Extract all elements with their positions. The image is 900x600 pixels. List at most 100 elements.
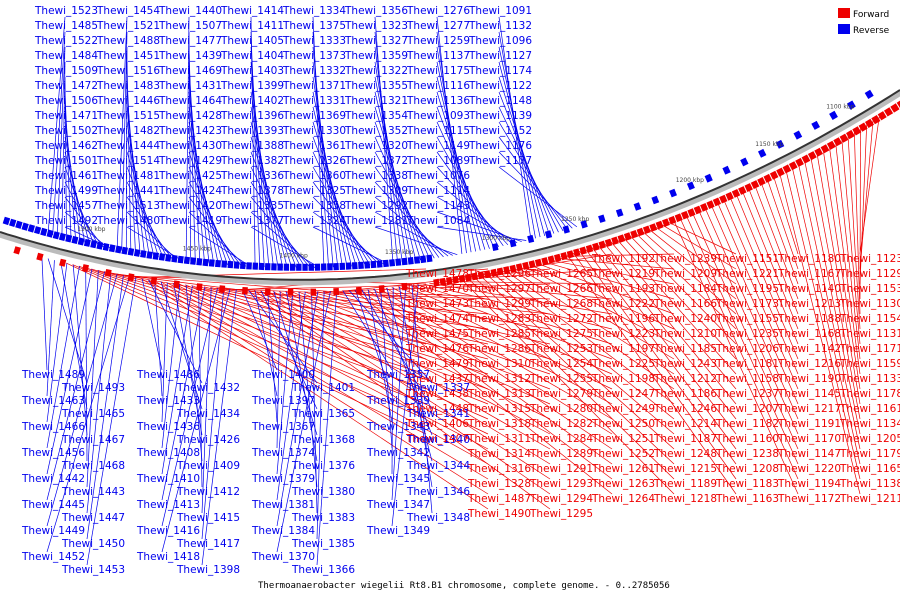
gene-label-thewi_1272[interactable]: Thewi_1272	[529, 313, 593, 325]
gene-label-thewi_1514[interactable]: Thewi_1514	[96, 155, 160, 167]
gene-label-thewi_1276[interactable]: Thewi_1276	[406, 5, 470, 17]
gene-label-thewi_1468[interactable]: Thewi_1468	[61, 460, 125, 472]
gene-label-thewi_1254[interactable]: Thewi_1254	[529, 358, 593, 370]
gene-label-thewi_1084[interactable]: Thewi_1084	[406, 215, 470, 227]
gene-label-thewi_1361[interactable]: Thewi_1361	[282, 140, 346, 152]
gene-label-thewi_1416[interactable]: Thewi_1416	[136, 525, 200, 537]
gene-label-thewi_1096[interactable]: Thewi_1096	[468, 35, 532, 47]
gene-label-thewi_1132[interactable]: Thewi_1132	[468, 20, 532, 32]
gene-label-thewi_1506[interactable]: Thewi_1506	[34, 95, 98, 107]
gene-label-thewi_1255[interactable]: Thewi_1255	[529, 373, 593, 385]
gene-label-thewi_1159[interactable]: Thewi_1159	[839, 358, 900, 370]
gene-label-thewi_1366[interactable]: Thewi_1366	[291, 564, 355, 576]
gene-label-thewi_1275[interactable]: Thewi_1275	[529, 328, 593, 340]
gene-label-thewi_1264[interactable]: Thewi_1264	[591, 493, 655, 505]
gene-label-thewi_1444[interactable]: Thewi_1444	[96, 140, 160, 152]
gene-label-thewi_1324[interactable]: Thewi_1324	[282, 215, 346, 227]
gene-label-thewi_1411[interactable]: Thewi_1411	[220, 20, 284, 32]
gene-label-thewi_1294[interactable]: Thewi_1294	[529, 493, 593, 505]
gene-label-thewi_1475[interactable]: Thewi_1475	[405, 328, 469, 340]
gene-label-thewi_1310[interactable]: Thewi_1310	[467, 358, 531, 370]
gene-label-thewi_1449[interactable]: Thewi_1449	[21, 525, 85, 537]
gene-label-thewi_1327[interactable]: Thewi_1327	[344, 35, 408, 47]
gene-label-thewi_1172[interactable]: Thewi_1172	[777, 493, 841, 505]
gene-label-thewi_1470[interactable]: Thewi_1470	[405, 283, 469, 295]
gene-label-thewi_1368[interactable]: Thewi_1368	[291, 434, 355, 446]
gene-label-thewi_1174[interactable]: Thewi_1174	[468, 65, 532, 77]
gene-label-thewi_1402[interactable]: Thewi_1402	[220, 95, 284, 107]
gene-label-thewi_1225[interactable]: Thewi_1225	[591, 358, 655, 370]
gene-label-thewi_1476[interactable]: Thewi_1476	[405, 343, 469, 355]
gene-label-thewi_1382[interactable]: Thewi_1382	[220, 155, 284, 167]
gene-label-thewi_1142[interactable]: Thewi_1142	[777, 343, 841, 355]
gene-label-thewi_1404[interactable]: Thewi_1404	[220, 50, 284, 62]
gene-label-thewi_1091[interactable]: Thewi_1091	[468, 5, 532, 17]
gene-label-thewi_1161[interactable]: Thewi_1161	[839, 403, 900, 415]
gene-label-thewi_1284[interactable]: Thewi_1284	[529, 433, 593, 445]
gene-label-thewi_1268[interactable]: Thewi_1268	[529, 298, 593, 310]
gene-label-thewi_1190[interactable]: Thewi_1190	[777, 373, 841, 385]
gene-label-thewi_1403[interactable]: Thewi_1403	[220, 65, 284, 77]
gene-label-thewi_1452[interactable]: Thewi_1452	[21, 551, 85, 563]
gene-label-thewi_1407[interactable]: Thewi_1407	[405, 433, 469, 445]
gene-label-thewi_1247[interactable]: Thewi_1247	[591, 388, 655, 400]
gene-label-thewi_1335[interactable]: Thewi_1335	[220, 200, 284, 212]
gene-label-thewi_1428[interactable]: Thewi_1428	[158, 110, 222, 122]
gene-label-thewi_1492[interactable]: Thewi_1492	[34, 215, 98, 227]
gene-label-thewi_1487[interactable]: Thewi_1487	[467, 493, 531, 505]
gene-label-thewi_1436[interactable]: Thewi_1436	[136, 421, 200, 433]
gene-label-thewi_1338[interactable]: Thewi_1338	[344, 170, 408, 182]
gene-label-thewi_1337[interactable]: Thewi_1337	[406, 382, 470, 394]
gene-label-thewi_1332[interactable]: Thewi_1332	[282, 65, 346, 77]
gene-label-thewi_1136[interactable]: Thewi_1136	[406, 95, 470, 107]
gene-label-thewi_1443[interactable]: Thewi_1443	[61, 486, 125, 498]
gene-label-thewi_1502[interactable]: Thewi_1502	[34, 125, 98, 137]
gene-label-thewi_1325[interactable]: Thewi_1325	[282, 185, 346, 197]
gene-label-thewi_1450[interactable]: Thewi_1450	[61, 538, 125, 550]
gene-label-thewi_1426[interactable]: Thewi_1426	[176, 434, 240, 446]
gene-label-thewi_1373[interactable]: Thewi_1373	[282, 50, 346, 62]
gene-label-thewi_1456[interactable]: Thewi_1456	[21, 447, 85, 459]
gene-label-thewi_1453[interactable]: Thewi_1453	[61, 564, 125, 576]
gene-label-thewi_1345[interactable]: Thewi_1345	[366, 473, 430, 485]
gene-label-thewi_1251[interactable]: Thewi_1251	[591, 433, 655, 445]
gene-label-thewi_1377[interactable]: Thewi_1377	[220, 215, 284, 227]
gene-label-thewi_1138[interactable]: Thewi_1138	[839, 478, 900, 490]
gene-label-thewi_1215[interactable]: Thewi_1215	[653, 463, 717, 475]
gene-label-thewi_1432[interactable]: Thewi_1432	[176, 382, 240, 394]
gene-label-thewi_1131[interactable]: Thewi_1131	[839, 328, 900, 340]
gene-label-thewi_1523[interactable]: Thewi_1523	[34, 5, 98, 17]
gene-label-thewi_1116[interactable]: Thewi_1116	[406, 80, 470, 92]
gene-label-thewi_1140[interactable]: Thewi_1140	[777, 283, 841, 295]
gene-label-thewi_1417[interactable]: Thewi_1417	[176, 538, 240, 550]
gene-label-thewi_1130[interactable]: Thewi_1130	[839, 298, 900, 310]
gene-label-thewi_1249[interactable]: Thewi_1249	[591, 403, 655, 415]
gene-label-thewi_1486[interactable]: Thewi_1486	[136, 369, 200, 381]
gene-label-thewi_1243[interactable]: Thewi_1243	[653, 358, 717, 370]
gene-label-thewi_1473[interactable]: Thewi_1473	[405, 298, 469, 310]
gene-label-thewi_1374[interactable]: Thewi_1374	[251, 447, 315, 459]
gene-label-thewi_1277[interactable]: Thewi_1277	[406, 20, 470, 32]
gene-label-thewi_1522[interactable]: Thewi_1522	[34, 35, 98, 47]
gene-label-thewi_1171[interactable]: Thewi_1171	[839, 343, 900, 355]
gene-label-thewi_1380[interactable]: Thewi_1380	[291, 486, 355, 498]
gene-label-thewi_1398[interactable]: Thewi_1398	[176, 564, 240, 576]
gene-label-thewi_1216[interactable]: Thewi_1216	[777, 358, 841, 370]
gene-label-thewi_1285[interactable]: Thewi_1285	[467, 328, 531, 340]
gene-label-thewi_1193[interactable]: Thewi_1193	[591, 283, 655, 295]
gene-label-thewi_1365[interactable]: Thewi_1365	[291, 408, 355, 420]
gene-label-thewi_1297[interactable]: Thewi_1297	[467, 283, 531, 295]
gene-label-thewi_1238[interactable]: Thewi_1238	[715, 448, 779, 460]
gene-label-thewi_1165[interactable]: Thewi_1165	[839, 463, 900, 475]
gene-label-thewi_1183[interactable]: Thewi_1183	[715, 478, 779, 490]
gene-label-thewi_1369[interactable]: Thewi_1369	[282, 110, 346, 122]
gene-label-thewi_1513[interactable]: Thewi_1513	[96, 200, 160, 212]
gene-label-thewi_1173[interactable]: Thewi_1173	[715, 298, 779, 310]
gene-label-thewi_1339[interactable]: Thewi_1339	[366, 395, 430, 407]
gene-label-thewi_1477[interactable]: Thewi_1477	[158, 35, 222, 47]
gene-label-thewi_1219[interactable]: Thewi_1219	[591, 268, 655, 280]
gene-label-thewi_1211[interactable]: Thewi_1211	[839, 493, 900, 505]
gene-label-thewi_1160[interactable]: Thewi_1160	[715, 433, 779, 445]
gene-label-thewi_1464[interactable]: Thewi_1464	[158, 95, 222, 107]
gene-label-thewi_1336[interactable]: Thewi_1336	[220, 170, 284, 182]
